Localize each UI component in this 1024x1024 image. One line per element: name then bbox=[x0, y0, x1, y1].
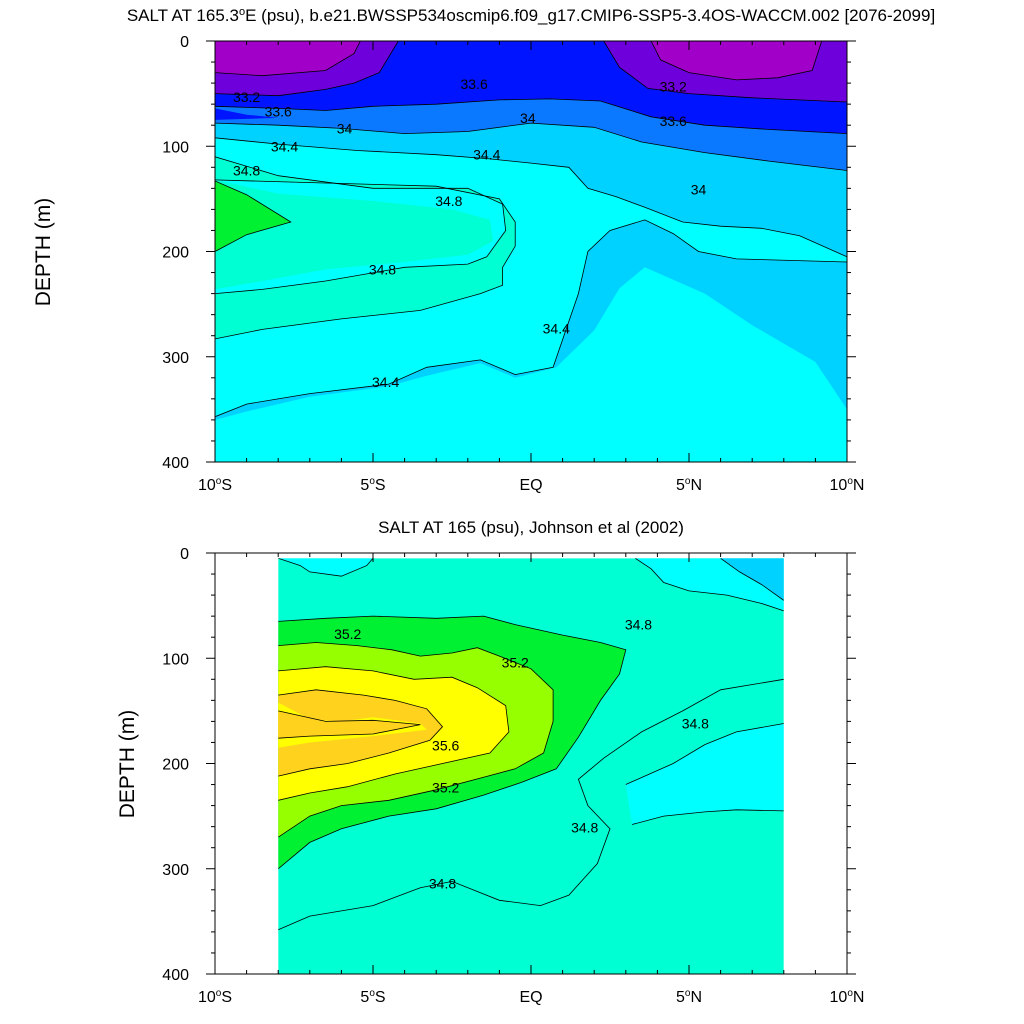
contour-line-3 bbox=[215, 137, 847, 258]
contour-label: 35.2 bbox=[432, 780, 459, 796]
contour-line-8 bbox=[625, 723, 784, 785]
panel-observed-salinity: 35.2 35.2 35.6 35.2 34.8 34.8 34.8 34.8 10oS 5oS E… bbox=[116, 518, 864, 1006]
x-tick-label: 10oS bbox=[198, 988, 232, 1006]
contour-line-9 bbox=[631, 809, 784, 825]
contour-label: 33.6 bbox=[265, 104, 292, 120]
contour-line-7 bbox=[720, 558, 784, 601]
contour-line-0 bbox=[278, 615, 627, 870]
salinity-band-2 bbox=[215, 179, 494, 290]
salinity-band-11 bbox=[651, 41, 822, 80]
salinity-band-2 bbox=[720, 558, 784, 601]
contour-label: 34.8 bbox=[233, 162, 260, 178]
contour-line-5 bbox=[215, 98, 847, 134]
y-tick-label: 100 bbox=[162, 139, 189, 156]
axes: 10oS 5oS EQ 5oN 10oN 0 100 200 300 400 bbox=[162, 546, 864, 1006]
contour-label: 34 bbox=[520, 110, 536, 126]
chart-title: SALT AT 165.3oE (psu), b.e21.BWSSP534osc… bbox=[127, 6, 935, 25]
contour-line-1 bbox=[215, 179, 516, 340]
contour-label: 34.8 bbox=[571, 820, 598, 836]
x-tick-label: 5oS bbox=[360, 988, 385, 1006]
contour-label: 34.8 bbox=[625, 617, 652, 633]
contour-line-7 bbox=[603, 41, 847, 103]
y-tick-label: 0 bbox=[180, 34, 189, 51]
chart-title: SALT AT 165 (psu), Johnson et al (2002) bbox=[378, 518, 684, 537]
contour-line-0 bbox=[215, 156, 507, 294]
salinity-band-4 bbox=[278, 558, 373, 577]
x-tick-label: 10oN bbox=[830, 988, 865, 1006]
y-tick-label: 400 bbox=[162, 967, 189, 984]
contour-line-9 bbox=[650, 41, 823, 81]
salinity-band-1 bbox=[215, 156, 516, 339]
contour-line-1 bbox=[278, 642, 554, 838]
contour-line-2 bbox=[278, 666, 510, 801]
x-tick-label: 10oN bbox=[830, 476, 865, 494]
salinity-band-10 bbox=[215, 41, 361, 76]
y-tick-label: 300 bbox=[162, 862, 189, 879]
x-tick-label: 5oN bbox=[676, 988, 702, 1006]
contour-label: 34.8 bbox=[435, 193, 462, 209]
contour-label: 34.4 bbox=[473, 147, 500, 163]
contour-label: 34 bbox=[337, 120, 353, 136]
contour-label: 34.4 bbox=[372, 374, 399, 390]
contour-label: 34.4 bbox=[271, 138, 298, 154]
y-tick-label: 100 bbox=[162, 651, 189, 668]
x-tick-label: EQ bbox=[519, 477, 542, 494]
y-axis-label: DEPTH (m) bbox=[116, 710, 139, 819]
contour-label: 33.6 bbox=[660, 113, 687, 129]
y-tick-label: 200 bbox=[162, 757, 189, 774]
y-axis-label: DEPTH (m) bbox=[32, 198, 55, 307]
contour-label: 33.6 bbox=[460, 76, 487, 92]
contour-line-10 bbox=[215, 180, 292, 252]
y-tick-label: 300 bbox=[162, 350, 189, 367]
x-tick-label: 5oN bbox=[676, 476, 702, 494]
salinity-band-3 bbox=[625, 723, 784, 825]
contour-label: 35.6 bbox=[432, 738, 459, 754]
x-tick-label: 10oS bbox=[198, 476, 232, 494]
axes: 10oS 5oS EQ 5oN 10oN 0 100 200 300 400 bbox=[162, 34, 864, 494]
contour-label: 34.8 bbox=[682, 716, 709, 732]
contour-field: 35.2 35.2 35.6 35.2 34.8 34.8 34.8 34.8 bbox=[278, 558, 784, 974]
contour-label: 34.8 bbox=[429, 875, 456, 891]
x-tick-label: 5oS bbox=[360, 476, 385, 494]
contour-field: 33.2 33.6 34 34.4 34.8 33.6 34 34.4 34.8 34.8 34.4… bbox=[215, 41, 847, 462]
x-tick-label: EQ bbox=[519, 989, 542, 1006]
contour-line-10 bbox=[278, 678, 784, 931]
contour-label: 34.4 bbox=[543, 320, 570, 336]
y-tick-label: 200 bbox=[162, 245, 189, 262]
salinity-band-3 bbox=[215, 181, 291, 252]
panel-model-salinity: 33.2 33.6 34 34.4 34.8 33.6 34 34.4 34.8 34.8 34.4… bbox=[32, 6, 935, 494]
contour-line-4 bbox=[215, 122, 847, 171]
contour-label: 34 bbox=[691, 181, 707, 197]
contour-label: 34.8 bbox=[369, 261, 396, 277]
contour-label: 35.2 bbox=[334, 626, 361, 642]
contour-label: 35.2 bbox=[502, 654, 529, 670]
contour-line-5 bbox=[278, 558, 374, 577]
contour-line-8 bbox=[215, 41, 361, 77]
contour-line-6 bbox=[215, 41, 399, 97]
salinity-band-12 bbox=[215, 108, 279, 120]
contour-line-3 bbox=[278, 689, 444, 777]
contour-line-6 bbox=[635, 558, 784, 612]
y-tick-label: 400 bbox=[162, 455, 189, 472]
salinity-band-5 bbox=[215, 267, 847, 462]
contour-line-4 bbox=[278, 710, 421, 739]
contour-line-2 bbox=[215, 219, 847, 418]
contour-label: 33.2 bbox=[233, 89, 260, 105]
contour-label: 33.2 bbox=[660, 78, 687, 94]
y-tick-label: 0 bbox=[180, 546, 189, 563]
